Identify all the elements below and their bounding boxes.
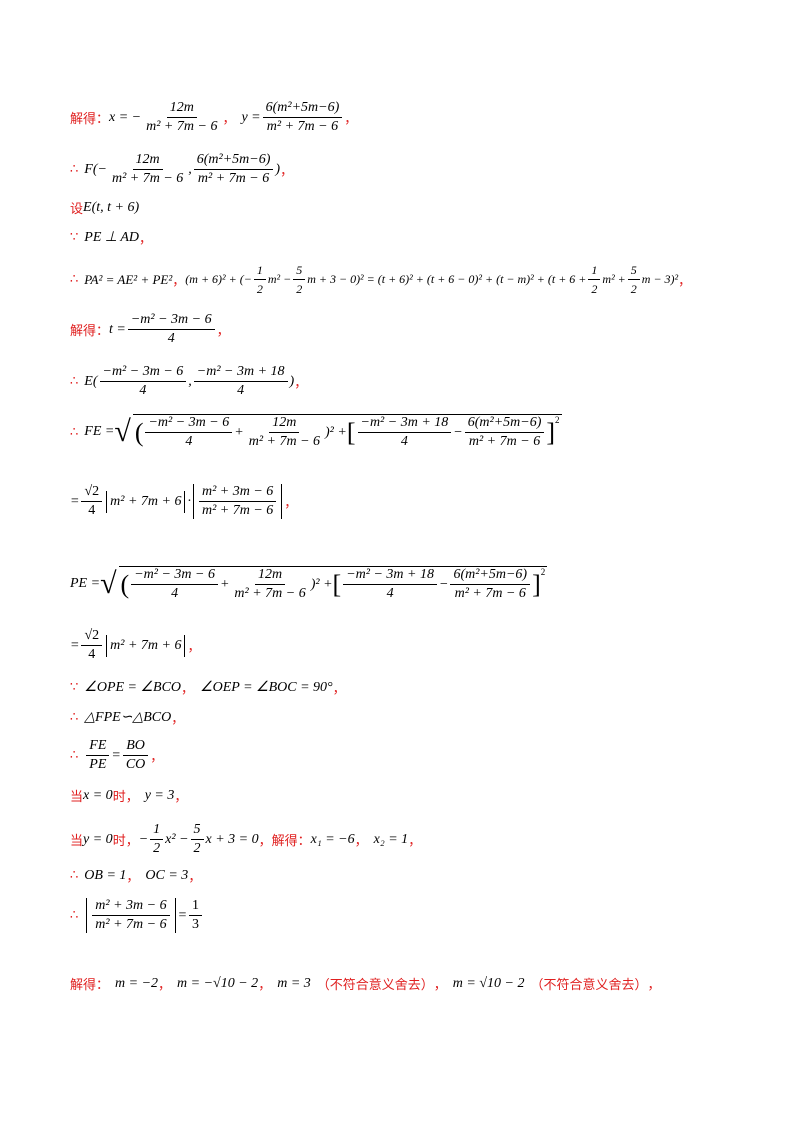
line-x-zero: 当 x = 0 时， y = 3 ， bbox=[70, 787, 188, 806]
rejected-note: （不符合意义舍去） bbox=[316, 978, 434, 993]
line-point-f: ∴ F(− 12m m² + 7m − 6 , 6(m²+5m−6) m² + 7m… bbox=[70, 152, 294, 186]
line-angles: ∵ ∠OPE = ∠BCO ， ∠OEP = ∠BOC = 90° ， bbox=[70, 680, 346, 697]
line-ratio: ∴ FE PE = BO CO ， bbox=[70, 738, 164, 772]
therefore-symbol: ∴ bbox=[70, 162, 79, 177]
rejected-note: （不符合意义舍去） bbox=[530, 978, 648, 993]
line-perpendicular: ∵ PE ⊥ AD ， bbox=[70, 230, 153, 247]
because-symbol: ∵ bbox=[70, 230, 79, 245]
line-pe-simplified: = √2 4 m² + 7m + 6 ， bbox=[70, 628, 201, 662]
sqrt-symbol: √ bbox=[114, 415, 131, 448]
line-final-solutions: 解得： m = −2 ， m = −√10 − 2 ， m = 3 （不符合意义… bbox=[70, 975, 661, 994]
label-let: 设 bbox=[70, 202, 84, 217]
expr-y: y = bbox=[241, 109, 261, 125]
frac-x: 12m m² + 7m − 6 bbox=[146, 100, 218, 134]
line-solve-xy: 解得： x = − 12m m² + 7m − 6 ， y = 6(m²+5m−6… bbox=[70, 100, 358, 135]
label-solve: 解得： bbox=[70, 112, 110, 127]
line-let-e: 设 E(t, t + 6) bbox=[70, 199, 140, 218]
expr-x: x = − bbox=[109, 109, 142, 125]
frac-y: 6(m²+5m−6) m² + 7m − 6 bbox=[262, 100, 343, 135]
line-ob-oc: ∴ OB = 1 ， OC = 3 ， bbox=[70, 867, 202, 886]
line-similar: ∴ △FPE∽△BCO ， bbox=[70, 710, 185, 727]
line-fe-simplified: = √2 4 m² + 7m + 6 · m² + 3m − 6 m² + 7m −… bbox=[70, 484, 298, 519]
